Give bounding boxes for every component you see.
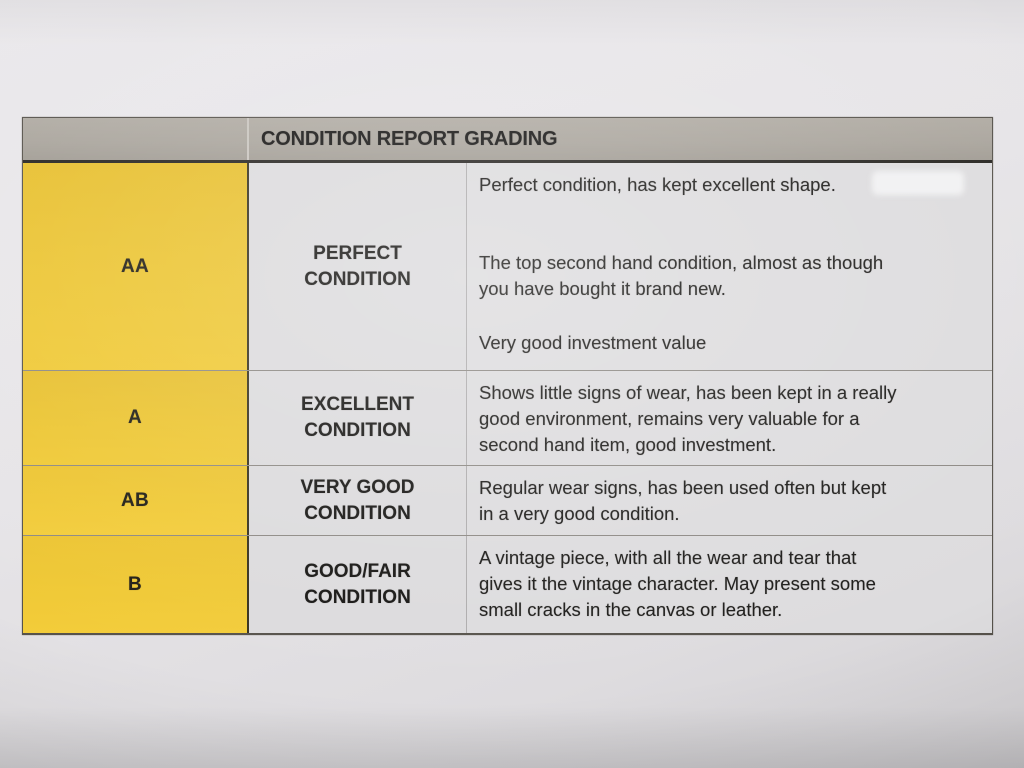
grade-cell-a: A (23, 371, 249, 465)
description-line: Regular wear signs, has been used often … (479, 477, 887, 498)
condition-grading-table: CONDITION REPORT GRADING AA PERFECT COND… (22, 117, 993, 635)
condition-label-aa: PERFECT CONDITION (249, 163, 467, 370)
table-header-bar: CONDITION REPORT GRADING (23, 118, 992, 163)
description-line: gives it the vintage character. May pres… (479, 573, 876, 594)
condition-label-line: EXCELLENT (301, 394, 414, 415)
condition-label-line: GOOD/FAIR (304, 560, 411, 582)
grade-value: AA (120, 255, 150, 277)
grade-cell-b: B (23, 536, 249, 633)
grade-cell-aa: AA (23, 163, 249, 370)
description-cell-a: Shows little signs of wear, has been kep… (467, 371, 992, 465)
condition-label-line: CONDITION (304, 420, 411, 441)
condition-label-line: CONDITION (304, 586, 411, 608)
description-line: small cracks in the canvas or leather. (479, 599, 783, 620)
table-row-b: B GOOD/FAIR CONDITION A vintage piece, w… (23, 536, 992, 634)
description-cell-ab: Regular wear signs, has been used often … (467, 466, 992, 535)
description-line: you have bought it brand new. (479, 278, 726, 299)
table-title: CONDITION REPORT GRADING (261, 127, 558, 150)
description-line: Perfect condition, has kept excellent sh… (479, 174, 836, 195)
description-line: second hand item, good investment. (479, 434, 777, 455)
grade-cell-ab: AB (23, 466, 249, 535)
grade-value: B (127, 573, 143, 595)
table-row-a: A EXCELLENT CONDITION Shows little signs… (23, 371, 992, 466)
description-line: Shows little signs of wear, has been kep… (479, 382, 897, 403)
condition-label-a: EXCELLENT CONDITION (249, 371, 467, 465)
condition-label-line: CONDITION (304, 502, 411, 524)
grade-value: AB (120, 489, 150, 511)
condition-label-line: CONDITION (304, 268, 411, 290)
table-row-aa: AA PERFECT CONDITION Perfect condition, … (23, 163, 992, 371)
description-line: in a very good condition. (479, 503, 680, 524)
description-cell-aa: Perfect condition, has kept excellent sh… (467, 163, 992, 370)
description-line: The top second hand condition, almost as… (479, 252, 884, 273)
condition-label-line: VERY GOOD (300, 476, 415, 498)
description-line: Very good investment value (479, 332, 707, 353)
description-line: good environment, remains very valuable … (479, 408, 860, 429)
description-cell-b: A vintage piece, with all the wear and t… (467, 536, 992, 633)
condition-label-line: PERFECT (313, 242, 402, 264)
header-spacer-cell (23, 118, 249, 160)
table-row-ab: AB VERY GOOD CONDITION Regular wear sign… (23, 466, 992, 536)
photo-highlight-artifact (872, 171, 964, 195)
grade-value: A (127, 407, 143, 428)
condition-label-ab: VERY GOOD CONDITION (249, 466, 467, 535)
description-line: A vintage piece, with all the wear and t… (479, 547, 857, 568)
condition-label-b: GOOD/FAIR CONDITION (249, 536, 467, 633)
